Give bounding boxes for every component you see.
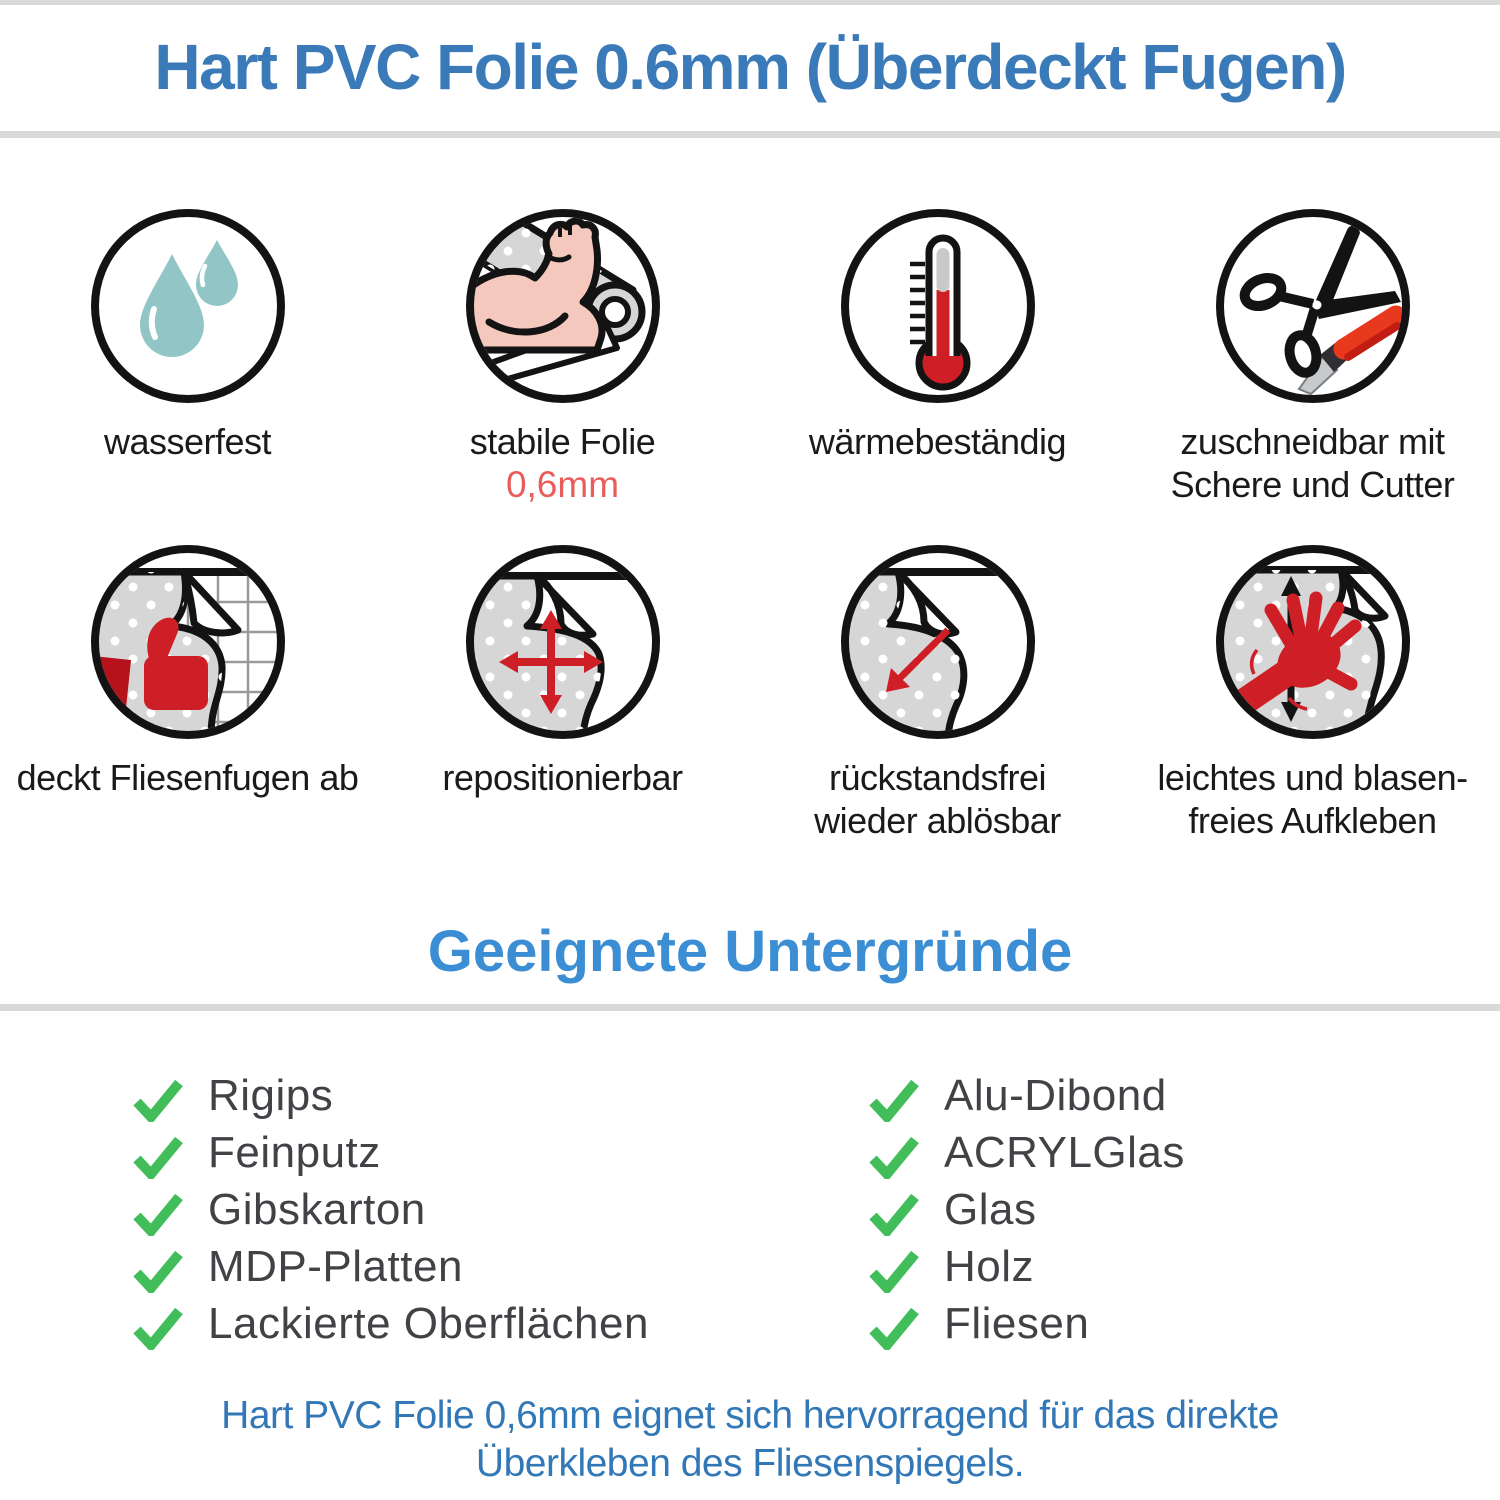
list-item-label: Feinputz — [208, 1127, 381, 1177]
check-icon — [869, 1136, 919, 1179]
feature-easy-application: leichtes und blasen- freies Aufkleben — [1125, 542, 1500, 842]
feature-heat-resistant: wärmebeständig — [750, 206, 1125, 542]
check-icon — [869, 1079, 919, 1122]
checklist-right-column: Alu-Dibond ACRYLGlas Glas Holz Fliesen — [868, 1067, 1185, 1352]
section-title-substrates: Geeignete Untergründe — [427, 919, 1073, 984]
feature-label: wärmebeständig — [808, 421, 1067, 462]
feature-label: repositionierbar — [442, 757, 683, 798]
list-item: Glas — [868, 1181, 1185, 1238]
list-item-label: ACRYLGlas — [944, 1127, 1185, 1177]
top-divider-bar — [0, 0, 1500, 5]
list-item-label: Lackierte Oberflächen — [208, 1298, 649, 1348]
feature-label: zuschneidbar mit Schere und Cutter — [1170, 421, 1455, 505]
feature-thickness-label: 0,6mm — [505, 464, 620, 505]
list-item-label: Gibskarton — [208, 1184, 426, 1234]
list-item: MDP-Platten — [132, 1238, 868, 1295]
list-item-label: Glas — [944, 1184, 1037, 1234]
check-icon — [869, 1307, 919, 1350]
list-item: Gibskarton — [132, 1181, 868, 1238]
check-icon — [133, 1250, 183, 1293]
feature-label: stabile Folie — [469, 421, 656, 462]
check-icon — [869, 1250, 919, 1293]
thumb-tile-foil-icon — [90, 545, 285, 739]
feature-grid: wasserfest stabile Folie 0,6mm — [0, 206, 1500, 842]
list-item: Fliesen — [868, 1295, 1185, 1352]
feature-label: leichtes und blasen- freies Aufkleben — [1157, 757, 1468, 841]
list-item-label: Alu-Dibond — [944, 1070, 1167, 1120]
move-arrows-foil-icon — [465, 545, 660, 739]
check-icon — [133, 1193, 183, 1236]
list-item-label: Fliesen — [944, 1298, 1090, 1348]
list-item-label: Rigips — [208, 1070, 334, 1120]
feature-covers-tile-joints: deckt Fliesenfugen ab — [0, 542, 375, 842]
water-drops-icon — [90, 209, 285, 403]
feature-label: wasserfest — [103, 421, 272, 462]
list-item-label: MDP-Platten — [208, 1241, 463, 1291]
footer-note: Hart PVC Folie 0,6mm eignet sich hervorr… — [221, 1394, 1279, 1485]
list-item: Feinputz — [132, 1124, 868, 1181]
section-divider-bar — [0, 1004, 1500, 1011]
feature-label: rückstandsfrei wieder ablösbar — [814, 757, 1061, 841]
list-item: Holz — [868, 1238, 1185, 1295]
hand-smooth-foil-icon — [1215, 545, 1410, 739]
list-item: Alu-Dibond — [868, 1067, 1185, 1124]
check-icon — [133, 1079, 183, 1122]
list-item-label: Holz — [944, 1241, 1035, 1291]
peel-arrow-foil-icon — [840, 545, 1035, 739]
checklist-left-column: Rigips Feinputz Gibskarton MDP-Platten L… — [132, 1067, 868, 1352]
thermometer-icon — [840, 209, 1035, 403]
feature-waterproof: wasserfest — [0, 206, 375, 542]
feature-cuttable: zuschneidbar mit Schere und Cutter — [1125, 206, 1500, 542]
list-item: Lackierte Oberflächen — [132, 1295, 868, 1352]
page-title: Hart PVC Folie 0.6mm (Überdeckt Fugen) — [154, 31, 1347, 103]
check-icon — [133, 1136, 183, 1179]
list-item: ACRYLGlas — [868, 1124, 1185, 1181]
feature-stable-foil: stabile Folie 0,6mm — [375, 206, 750, 542]
substrate-checklist: Rigips Feinputz Gibskarton MDP-Platten L… — [0, 1067, 1500, 1352]
muscle-foil-icon — [465, 209, 660, 403]
check-icon — [869, 1193, 919, 1236]
scissors-cutter-icon — [1215, 209, 1410, 403]
title-divider-bar — [0, 131, 1500, 138]
check-icon — [133, 1307, 183, 1350]
list-item: Rigips — [132, 1067, 868, 1124]
feature-label: deckt Fliesenfugen ab — [16, 757, 359, 798]
feature-residue-free: rückstandsfrei wieder ablösbar — [750, 542, 1125, 842]
feature-repositionable: repositionierbar — [375, 542, 750, 842]
